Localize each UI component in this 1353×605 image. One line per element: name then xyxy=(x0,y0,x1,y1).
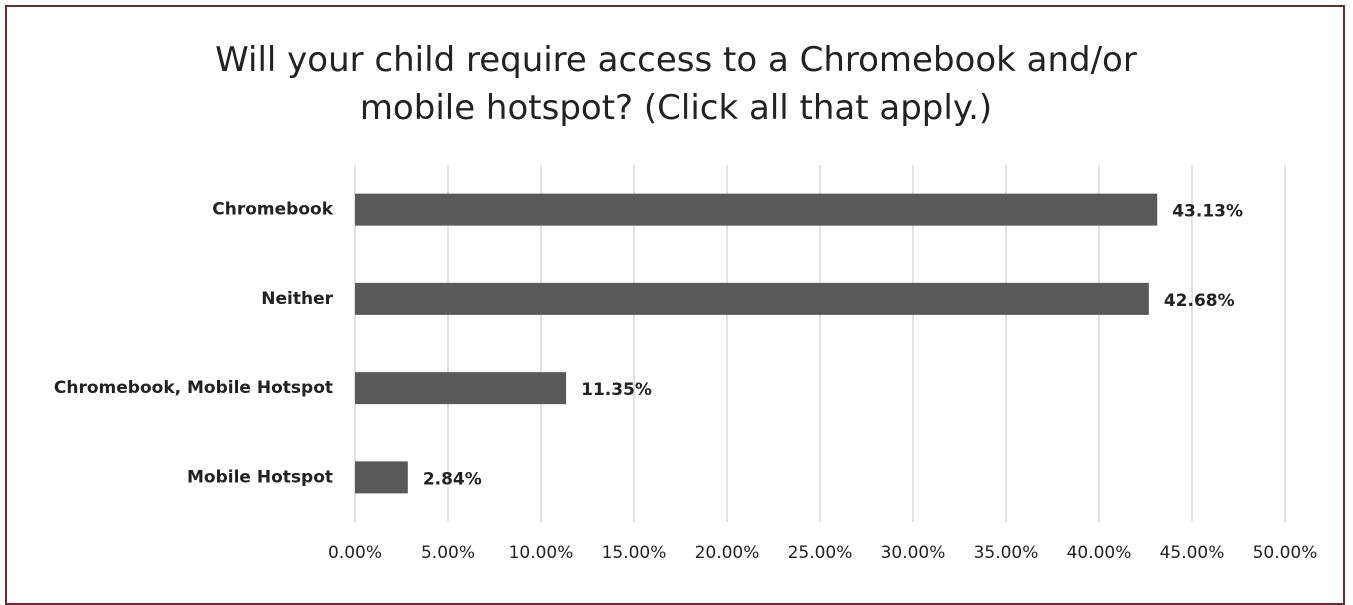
chart-title: Will your child require access to a Chro… xyxy=(215,40,1137,128)
value-label: 11.35% xyxy=(581,380,652,400)
chart: 0.00% 5.00% 10.00% 15.00% 20.00% 25.00% 30.00%… xyxy=(54,165,1318,563)
y-tick-label: Chromebook, Mobile Hotspot xyxy=(54,378,333,398)
bar xyxy=(355,282,1149,315)
x-tick-label: 0.00% xyxy=(328,543,382,563)
y-tick-label: Chromebook xyxy=(212,200,333,220)
page: Will your child require access to a Chro… xyxy=(5,5,1345,605)
y-tick-label: Mobile Hotspot xyxy=(187,467,333,487)
x-tick-label: 5.00% xyxy=(421,543,475,563)
x-tick-label: 50.00% xyxy=(1253,543,1318,563)
bar xyxy=(355,372,567,405)
x-tick-label: 20.00% xyxy=(695,543,760,563)
x-tick-label: 30.00% xyxy=(881,543,946,563)
x-tick-label: 40.00% xyxy=(1067,543,1132,563)
value-label: 43.13% xyxy=(1172,202,1243,222)
x-tick-label: 45.00% xyxy=(1160,543,1225,563)
x-tick-label: 35.00% xyxy=(974,543,1039,563)
value-label: 2.84% xyxy=(423,469,482,489)
x-tick-label: 10.00% xyxy=(509,543,574,563)
bar xyxy=(355,461,408,494)
x-tick-label: 15.00% xyxy=(602,543,667,563)
value-label: 42.68% xyxy=(1164,291,1235,311)
x-tick-label: 25.00% xyxy=(788,543,853,563)
y-tick-label: Neither xyxy=(261,289,333,309)
bar xyxy=(355,193,1158,226)
